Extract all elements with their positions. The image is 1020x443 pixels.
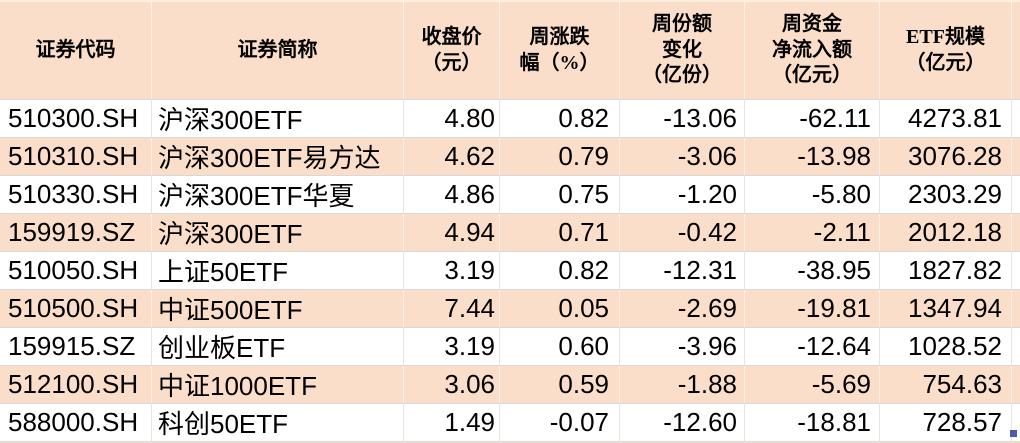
cell-net-inflow[interactable]: -62.11 [745, 100, 880, 137]
cell-name[interactable]: 上证50ETF [152, 252, 404, 289]
fill-handle-icon[interactable] [1010, 430, 1017, 437]
cell-close-price[interactable]: 3.19 [404, 252, 500, 289]
table-row: 510310.SH 沪深300ETF易方达 4.62 0.79 -3.06 -1… [0, 137, 1020, 175]
cell-close-price[interactable]: 4.80 [404, 100, 500, 137]
cell-code[interactable]: 510500.SH [0, 290, 152, 327]
cell-etf-scale[interactable]: 3076.28 [880, 138, 1012, 175]
header-cell-name[interactable]: 证券简称 [152, 2, 404, 99]
cell-net-inflow[interactable]: -2.11 [745, 214, 880, 251]
cell-etf-scale[interactable]: 754.63 [880, 366, 1012, 403]
cell-code[interactable]: 512100.SH [0, 366, 152, 403]
cell-share-change[interactable]: -1.20 [620, 176, 745, 213]
cell-net-inflow[interactable]: -19.81 [745, 290, 880, 327]
cell-share-change[interactable]: -13.06 [620, 100, 745, 137]
table-header-row: 证券代码 证券简称 收盘价 （元） 周涨跌 幅（%） 周份额 变化 （亿份） 周… [0, 0, 1020, 99]
cell-etf-scale[interactable]: 2012.18 [880, 214, 1012, 251]
cell-code[interactable]: 510300.SH [0, 100, 152, 137]
cell-net-inflow[interactable]: -5.80 [745, 176, 880, 213]
cell-close-price[interactable]: 4.62 [404, 138, 500, 175]
table-body: 510300.SH 沪深300ETF 4.80 0.82 -13.06 -62.… [0, 99, 1020, 443]
cell-close-price[interactable]: 3.06 [404, 366, 500, 403]
cell-net-inflow[interactable]: -5.69 [745, 366, 880, 403]
cell-weekly-change[interactable]: 0.60 [500, 328, 620, 365]
cell-name[interactable]: 沪深300ETF易方达 [152, 138, 404, 175]
cell-weekly-change[interactable]: 0.59 [500, 366, 620, 403]
header-cell-share-change[interactable]: 周份额 变化 （亿份） [620, 2, 745, 99]
cell-name[interactable]: 中证1000ETF [152, 366, 404, 403]
cell-name[interactable]: 沪深300ETF [152, 100, 404, 137]
cell-close-price[interactable]: 4.94 [404, 214, 500, 251]
cell-name[interactable]: 创业板ETF [152, 328, 404, 365]
cell-name[interactable]: 中证500ETF [152, 290, 404, 327]
cell-weekly-change[interactable]: 0.71 [500, 214, 620, 251]
table-row: 510330.SH 沪深300ETF华夏 4.86 0.75 -1.20 -5.… [0, 175, 1020, 213]
header-cell-etf-scale[interactable]: ETF规模 （亿元） [880, 2, 1012, 99]
header-cell-net-inflow[interactable]: 周资金 净流入额 （亿元） [745, 2, 880, 99]
header-cell-code[interactable]: 证券代码 [0, 2, 152, 99]
cell-etf-scale[interactable]: 2303.29 [880, 176, 1012, 213]
gridline-filler [1012, 176, 1020, 213]
cell-code[interactable]: 510310.SH [0, 138, 152, 175]
cell-name[interactable]: 科创50ETF [152, 404, 404, 441]
table-row: 159919.SZ 沪深300ETF 4.94 0.71 -0.42 -2.11… [0, 213, 1020, 251]
cell-etf-scale[interactable]: 1347.94 [880, 290, 1012, 327]
cell-share-change[interactable]: -3.06 [620, 138, 745, 175]
gridline-filler [1012, 366, 1020, 403]
cell-weekly-change[interactable]: 0.79 [500, 138, 620, 175]
header-cell-close-price[interactable]: 收盘价 （元） [404, 2, 500, 99]
gridline-filler [1012, 252, 1020, 289]
cell-weekly-change[interactable]: 0.82 [500, 100, 620, 137]
cell-weekly-change[interactable]: 0.82 [500, 252, 620, 289]
cell-code[interactable]: 159915.SZ [0, 328, 152, 365]
cell-code[interactable]: 588000.SH [0, 404, 152, 441]
cell-close-price[interactable]: 4.86 [404, 176, 500, 213]
gridline-filler [1012, 290, 1020, 327]
cell-etf-scale[interactable]: 4273.81 [880, 100, 1012, 137]
cell-weekly-change[interactable]: -0.07 [500, 404, 620, 441]
cell-share-change[interactable]: -2.69 [620, 290, 745, 327]
cell-share-change[interactable]: -12.31 [620, 252, 745, 289]
cell-share-change[interactable]: -3.96 [620, 328, 745, 365]
cell-weekly-change[interactable]: 0.05 [500, 290, 620, 327]
gridline-filler [1012, 138, 1020, 175]
cell-name[interactable]: 沪深300ETF华夏 [152, 176, 404, 213]
gridline-filler [1012, 214, 1020, 251]
cell-code[interactable]: 510330.SH [0, 176, 152, 213]
header-gridline-filler [1012, 2, 1020, 99]
table-row: 512100.SH 中证1000ETF 3.06 0.59 -1.88 -5.6… [0, 365, 1020, 403]
cell-etf-scale[interactable]: 1827.82 [880, 252, 1012, 289]
cell-share-change[interactable]: -0.42 [620, 214, 745, 251]
table-row: 510300.SH 沪深300ETF 4.80 0.82 -13.06 -62.… [0, 99, 1020, 137]
gridline-filler [1012, 100, 1020, 137]
cell-share-change[interactable]: -1.88 [620, 366, 745, 403]
gridline-filler [1012, 328, 1020, 365]
cell-net-inflow[interactable]: -38.95 [745, 252, 880, 289]
cell-name[interactable]: 沪深300ETF [152, 214, 404, 251]
cell-share-change[interactable]: -12.60 [620, 404, 745, 441]
cell-close-price[interactable]: 7.44 [404, 290, 500, 327]
table-row: 588000.SH 科创50ETF 1.49 -0.07 -12.60 -18.… [0, 403, 1020, 441]
cell-etf-scale[interactable]: 728.57 [880, 404, 1012, 441]
table-row: 510050.SH 上证50ETF 3.19 0.82 -12.31 -38.9… [0, 251, 1020, 289]
table-row: 510500.SH 中证500ETF 7.44 0.05 -2.69 -19.8… [0, 289, 1020, 327]
cell-net-inflow[interactable]: -18.81 [745, 404, 880, 441]
table-row: 159915.SZ 创业板ETF 3.19 0.60 -3.96 -12.64 … [0, 327, 1020, 365]
cell-net-inflow[interactable]: -13.98 [745, 138, 880, 175]
cell-net-inflow[interactable]: -12.64 [745, 328, 880, 365]
cell-weekly-change[interactable]: 0.75 [500, 176, 620, 213]
cell-close-price[interactable]: 1.49 [404, 404, 500, 441]
cell-code[interactable]: 510050.SH [0, 252, 152, 289]
cell-close-price[interactable]: 3.19 [404, 328, 500, 365]
header-cell-weekly-change[interactable]: 周涨跌 幅（%） [500, 2, 620, 99]
cell-code[interactable]: 159919.SZ [0, 214, 152, 251]
cell-etf-scale[interactable]: 1028.52 [880, 328, 1012, 365]
